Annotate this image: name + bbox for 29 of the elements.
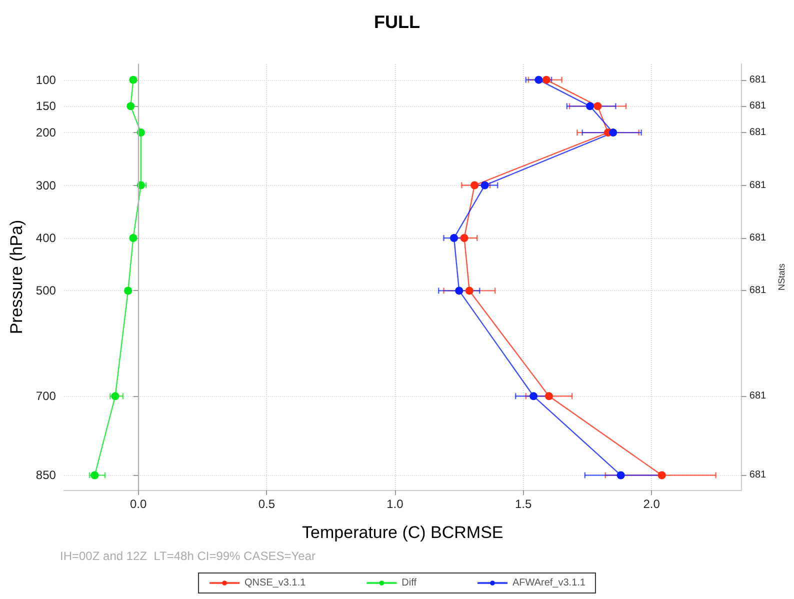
text: 681 [749, 470, 767, 481]
text: 681 [749, 390, 767, 402]
y-tick-label: 500 [36, 284, 56, 298]
y-tick-label: 100 [36, 72, 56, 87]
y-tick-label: 700 [36, 389, 56, 404]
x-tick-label: 1.0 [386, 497, 404, 511]
text: 681 [749, 127, 767, 138]
text: 681 [749, 232, 767, 244]
text: 681 [749, 100, 767, 112]
legend-label: Diff [402, 578, 417, 588]
legend-label: AFWAref_v3.1.1 [512, 578, 586, 588]
y2-axis-title: NStats [776, 263, 786, 291]
legend-label: QNSE_v3.1.1 [244, 578, 306, 588]
y-tick-label: 400 [36, 230, 56, 245]
text: 681 [749, 74, 767, 86]
y-tick-label: 200 [36, 126, 56, 140]
chart-title: FULL [374, 12, 420, 32]
y-tick-label: 300 [36, 178, 56, 192]
y-tick-label: 150 [36, 99, 56, 114]
text: 681 [749, 180, 767, 191]
text: 681 [749, 285, 767, 296]
y-tick-label: 850 [36, 468, 56, 482]
x-tick-label: 0.5 [258, 497, 276, 511]
x-axis-title: Temperature (C) BCRMSE [302, 523, 504, 542]
x-tick-label: 1.5 [514, 497, 532, 511]
text: IH=00Z and 12Z LT=48h CI=99% CASES=Year [60, 549, 316, 563]
y-axis-title: Pressure (hPa) [7, 220, 26, 334]
x-tick-label: 2.0 [643, 497, 660, 511]
x-tick-label: 0.0 [130, 497, 148, 511]
